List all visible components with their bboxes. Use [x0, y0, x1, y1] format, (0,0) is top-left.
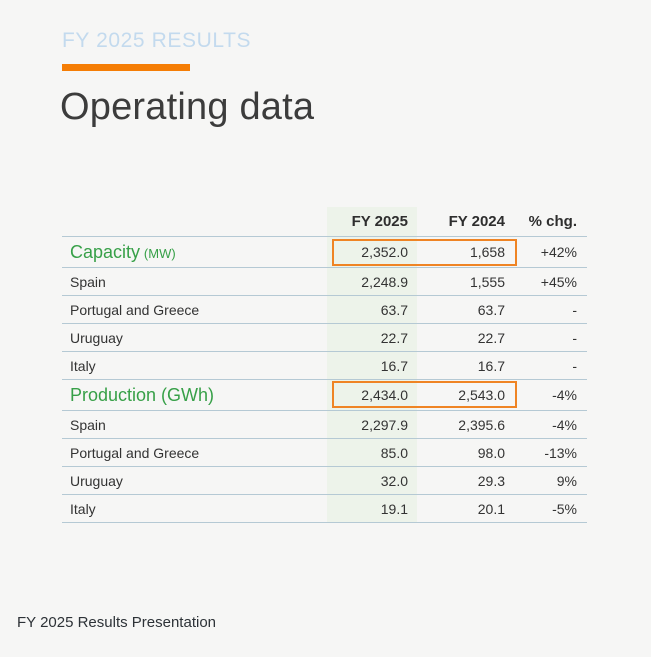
- cell-fy2025: 2,248.9: [327, 267, 417, 296]
- row-label: Capacity: [70, 241, 141, 262]
- cell-fy2024: 1,658: [417, 236, 512, 268]
- table-row-spain-capacity: Spain 2,248.9 1,555 +45%: [62, 267, 587, 296]
- cell-fy2024: 20.1: [417, 494, 512, 523]
- page-title: Operating data: [60, 86, 315, 128]
- cell-chg: +42%: [512, 236, 587, 268]
- operating-data-table: FY 2025 FY 2024 % chg. Capacity (MW) 2,3…: [62, 207, 587, 523]
- cell-chg: -: [512, 351, 587, 380]
- cell-fy2025: 22.7: [327, 323, 417, 352]
- table-row-italy-capacity: Italy 16.7 16.7 -: [62, 351, 587, 380]
- cell-chg: -: [512, 295, 587, 324]
- cell-fy2024: 98.0: [417, 438, 512, 467]
- cell-fy2025: 63.7: [327, 295, 417, 324]
- cell-fy2025: 2,352.0: [327, 236, 417, 268]
- cell-fy2024: 16.7: [417, 351, 512, 380]
- cell-fy2024: 22.7: [417, 323, 512, 352]
- cell-chg: -4%: [512, 410, 587, 439]
- header-empty: [62, 207, 327, 237]
- header-fy2024: FY 2024: [417, 207, 512, 237]
- cell-fy2025: 19.1: [327, 494, 417, 523]
- row-label: Spain: [62, 267, 327, 296]
- cell-fy2024: 29.3: [417, 466, 512, 495]
- row-label: Italy: [62, 351, 327, 380]
- header-fy2025: FY 2025: [327, 207, 417, 237]
- table-row-spain-production: Spain 2,297.9 2,395.6 -4%: [62, 410, 587, 439]
- cell-chg: -4%: [512, 379, 587, 411]
- cell-chg: -13%: [512, 438, 587, 467]
- cell-chg: -5%: [512, 494, 587, 523]
- cell-fy2025: 16.7: [327, 351, 417, 380]
- table-row-portugal-greece-production: Portugal and Greece 85.0 98.0 -13%: [62, 438, 587, 467]
- cell-fy2024: 63.7: [417, 295, 512, 324]
- table-row-italy-production: Italy 19.1 20.1 -5%: [62, 494, 587, 523]
- header-pct-chg: % chg.: [512, 207, 587, 237]
- table-row-capacity: Capacity (MW) 2,352.0 1,658 +42%: [62, 236, 587, 268]
- cell-chg: -: [512, 323, 587, 352]
- row-label: Uruguay: [62, 466, 327, 495]
- cell-chg: 9%: [512, 466, 587, 495]
- table-row-portugal-greece-capacity: Portugal and Greece 63.7 63.7 -: [62, 295, 587, 324]
- cell-fy2024: 2,395.6: [417, 410, 512, 439]
- row-label: Spain: [62, 410, 327, 439]
- table-header-row: FY 2025 FY 2024 % chg.: [62, 207, 587, 237]
- cell-fy2024: 1,555: [417, 267, 512, 296]
- accent-rule: [62, 64, 190, 71]
- row-label: Uruguay: [62, 323, 327, 352]
- cell-fy2025: 85.0: [327, 438, 417, 467]
- cell-fy2025: 2,434.0: [327, 379, 417, 411]
- row-label: Portugal and Greece: [62, 295, 327, 324]
- row-unit: (MW): [143, 245, 176, 261]
- footer-note: FY 2025 Results Presentation: [17, 614, 217, 631]
- table-row-uruguay-capacity: Uruguay 22.7 22.7 -: [62, 323, 587, 352]
- row-label: Italy: [62, 494, 327, 523]
- slide-eyebrow: FY 2025 RESULTS: [62, 29, 252, 52]
- table-row-uruguay-production: Uruguay 32.0 29.3 9%: [62, 466, 587, 495]
- cell-fy2025: 32.0: [327, 466, 417, 495]
- row-label: Portugal and Greece: [62, 438, 327, 467]
- cell-fy2024: 2,543.0: [417, 379, 512, 411]
- cell-chg: +45%: [512, 267, 587, 296]
- table-row-production: Production (GWh) 2,434.0 2,543.0 -4%: [62, 379, 587, 411]
- cell-fy2025: 2,297.9: [327, 410, 417, 439]
- row-label: Production (GWh): [70, 384, 215, 405]
